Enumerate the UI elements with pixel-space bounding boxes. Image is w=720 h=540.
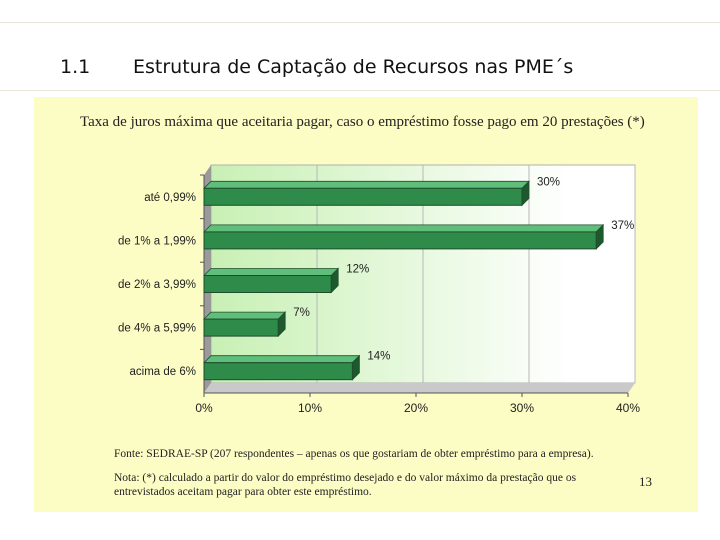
bar bbox=[203, 187, 523, 206]
source-note: Fonte: SEDRAE-SP (207 respondentes – ape… bbox=[114, 448, 594, 460]
y-category-label: de 2% a 3,99% bbox=[118, 279, 196, 291]
data-label: 30% bbox=[537, 176, 560, 188]
data-label: 7% bbox=[293, 307, 310, 319]
section-number: 1.1 bbox=[60, 56, 91, 78]
bar bbox=[203, 231, 597, 250]
y-category-label: de 4% a 5,99% bbox=[118, 323, 196, 335]
y-category-label: até 0,99% bbox=[144, 192, 196, 204]
data-label: 12% bbox=[346, 264, 369, 276]
footnote-line-1: Nota: (*) calculado a partir do valor do… bbox=[114, 472, 577, 484]
y-category-label: de 1% a 1,99% bbox=[118, 235, 196, 247]
title-rule bbox=[0, 90, 720, 91]
x-tick-label: 20% bbox=[404, 401, 428, 415]
x-tick-label: 30% bbox=[510, 401, 534, 415]
x-tick-label: 10% bbox=[298, 401, 322, 415]
bar-top bbox=[203, 180, 530, 189]
bar-chart: 0% 10% 20% 30% 40% até 0,99% 30% de 1% a 1,99%… bbox=[118, 164, 640, 415]
bar-top bbox=[203, 355, 361, 364]
chart-title: Taxa de juros máxima que aceitaria pagar… bbox=[80, 114, 645, 130]
footnote-line-2: entrevistados aceitam pagar para obter e… bbox=[114, 486, 372, 498]
bar bbox=[203, 318, 279, 337]
bar-top bbox=[203, 268, 340, 276]
page-number: 13 bbox=[639, 474, 652, 489]
bar bbox=[203, 362, 353, 381]
data-label: 14% bbox=[367, 351, 390, 363]
bar-top bbox=[203, 224, 605, 233]
plot-floor bbox=[204, 383, 635, 393]
data-label: 37% bbox=[611, 220, 634, 232]
x-tick-label: 40% bbox=[616, 401, 640, 415]
y-category-label: acima de 6% bbox=[130, 366, 196, 378]
slide-title: Estrutura de Captação de Recursos nas PM… bbox=[133, 56, 574, 78]
chart-panel: Taxa de juros máxima que aceitaria pagar… bbox=[34, 97, 698, 512]
bar-top bbox=[203, 311, 287, 320]
x-tick-label: 0% bbox=[195, 401, 213, 415]
bar bbox=[203, 275, 332, 293]
top-rule bbox=[0, 22, 720, 23]
